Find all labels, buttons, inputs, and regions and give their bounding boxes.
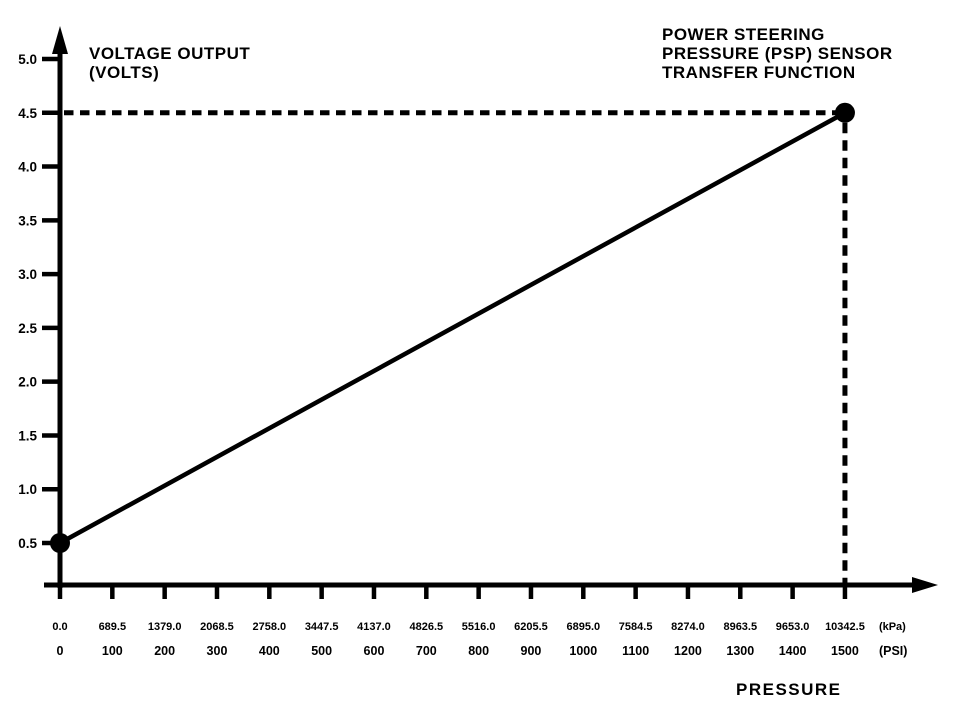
x-tick-label-kpa: 3447.5	[305, 621, 339, 633]
x-tick-label-kpa: 8274.0	[671, 621, 705, 633]
y-tick-label: 1.0	[18, 482, 37, 497]
x-tick-label-kpa: 2758.0	[252, 621, 286, 633]
x-tick-label-kpa: 2068.5	[200, 621, 234, 633]
x-axis-arrow-icon	[912, 577, 938, 593]
y-tick-label: 1.5	[18, 428, 37, 443]
y-tick-label: 4.0	[18, 160, 37, 175]
x-tick-label-psi: 400	[259, 644, 280, 658]
y-tick-label: 0.5	[18, 536, 37, 551]
data-point-marker	[834, 102, 855, 123]
y-axis-arrow-icon	[52, 26, 68, 54]
x-axis-unit-psi: (PSI)	[879, 644, 907, 658]
data-point-marker	[50, 533, 70, 553]
x-tick-label-psi: 1300	[726, 644, 754, 658]
y-tick-label: 5.0	[18, 52, 37, 67]
x-tick-label-psi: 500	[311, 644, 332, 658]
x-tick-label-psi: 200	[154, 644, 175, 658]
x-tick-label-kpa: 9653.0	[776, 621, 810, 633]
x-tick-label-kpa: 6895.0	[566, 621, 600, 633]
y-axis-title-line-1: VOLTAGE OUTPUT	[89, 44, 251, 63]
x-axis-title: PRESSURE	[736, 680, 842, 699]
x-tick-label-kpa: 1379.0	[148, 621, 182, 633]
chart-title-line-1: POWER STEERING	[662, 25, 825, 44]
x-tick-label-psi: 900	[521, 644, 542, 658]
x-tick-label-kpa: 689.5	[99, 621, 127, 633]
x-tick-label-psi: 1000	[569, 644, 597, 658]
x-tick-label-psi: 600	[364, 644, 385, 658]
y-axis-title-line-2: (VOLTS)	[89, 63, 160, 82]
x-tick-label-psi: 800	[468, 644, 489, 658]
y-tick-label: 3.5	[18, 213, 37, 228]
x-tick-label-kpa: 8963.5	[723, 621, 757, 633]
y-tick-label: 2.5	[18, 321, 37, 336]
x-tick-label-psi: 0	[57, 644, 64, 658]
x-tick-label-kpa: 5516.0	[462, 621, 496, 633]
x-tick-label-kpa: 4137.0	[357, 621, 391, 633]
x-tick-label-psi: 1400	[779, 644, 807, 658]
x-tick-label-psi: 300	[207, 644, 228, 658]
x-tick-label-kpa: 6205.5	[514, 621, 548, 633]
x-tick-label-psi: 100	[102, 644, 123, 658]
y-tick-label: 3.0	[18, 267, 37, 282]
x-tick-label-psi: 1200	[674, 644, 702, 658]
y-tick-label: 2.0	[18, 375, 37, 390]
y-axis-title: VOLTAGE OUTPUT (VOLTS)	[89, 44, 250, 82]
transfer-function-line	[57, 110, 848, 546]
y-tick-label: 4.5	[18, 106, 37, 121]
x-tick-label-psi: 700	[416, 644, 437, 658]
x-tick-label-kpa: 0.0	[52, 621, 67, 633]
x-tick-label-psi: 1500	[831, 644, 859, 658]
chart-title-line-2: PRESSURE (PSP) SENSOR	[662, 44, 893, 63]
x-tick-label-kpa: 10342.5	[825, 621, 865, 633]
x-tick-label-psi: 1100	[622, 644, 649, 658]
x-tick-label-kpa: 4826.5	[409, 621, 443, 633]
x-tick-label-kpa: 7584.5	[619, 621, 653, 633]
chart-title-line-3: TRANSFER FUNCTION	[662, 63, 856, 82]
x-axis-unit-kpa: (kPa)	[879, 621, 906, 633]
chart-title: POWER STEERING PRESSURE (PSP) SENSOR TRA…	[662, 25, 893, 82]
